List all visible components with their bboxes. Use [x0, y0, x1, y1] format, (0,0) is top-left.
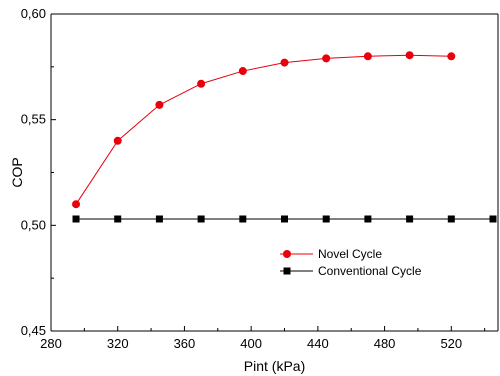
novel-cycle-point — [280, 58, 289, 67]
x-axis-label: Pint (kPa) — [244, 358, 305, 374]
novel-cycle-point — [155, 100, 164, 109]
y-tick-label: 0,45 — [21, 323, 46, 338]
novel-cycle-point — [238, 67, 247, 76]
conventional-cycle-point — [281, 215, 289, 223]
x-tick-label: 440 — [307, 336, 329, 351]
x-tick-label: 320 — [107, 336, 129, 351]
novel-cycle-point — [72, 200, 81, 209]
novel-cycle-point — [405, 51, 414, 60]
x-tick-label: 520 — [440, 336, 462, 351]
novel-cycle-point — [322, 54, 331, 63]
conventional-cycle-point — [114, 215, 122, 223]
x-tick-label: 480 — [374, 336, 396, 351]
conventional-cycle-point — [447, 215, 455, 223]
x-axis-ticks: 280 320 360 400 440 480 520 — [40, 326, 486, 351]
conventional-cycle-point — [364, 215, 372, 223]
novel-cycle-line — [75, 54, 452, 205]
x-tick-label: 280 — [40, 336, 62, 351]
conventional-cycle-point — [406, 215, 414, 223]
legend: Novel Cycle Conventional Cycle — [280, 247, 422, 278]
y-tick-label: 0,55 — [21, 112, 46, 127]
conventional-cycle-point — [322, 215, 330, 223]
legend-conventional-cycle-marker — [283, 267, 291, 275]
y-axis-label: COP — [9, 157, 25, 187]
legend-conventional-cycle-label: Conventional Cycle — [318, 264, 422, 278]
conventional-cycle-point — [197, 215, 205, 223]
x-tick-label: 400 — [240, 336, 262, 351]
y-tick-label: 0,60 — [21, 6, 46, 21]
conventional-cycle-point — [489, 215, 497, 223]
y-tick-label: 0,50 — [21, 217, 46, 232]
conventional-cycle-point — [72, 215, 80, 223]
conventional-cycle-point — [239, 215, 247, 223]
novel-cycle-point — [447, 52, 456, 61]
x-tick-label: 360 — [174, 336, 196, 351]
series-layer — [72, 51, 497, 223]
plot-frame — [50, 13, 499, 332]
legend-novel-cycle-marker — [283, 250, 291, 258]
novel-cycle-point — [363, 52, 372, 61]
novel-cycle-point — [197, 79, 206, 88]
legend-novel-cycle-label: Novel Cycle — [318, 247, 382, 261]
novel-cycle-point — [113, 136, 122, 145]
conventional-cycle-point — [155, 215, 163, 223]
y-axis-ticks: 0,45 0,50 0,55 0,60 — [21, 6, 56, 338]
